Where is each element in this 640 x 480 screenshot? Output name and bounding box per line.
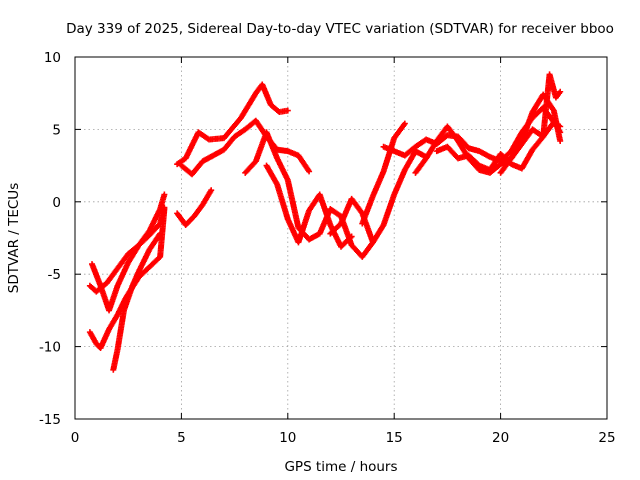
chart-title: Day 339 of 2025, Sidereal Day-to-day VTE… [66, 21, 614, 37]
x-tick-label: 15 [386, 430, 403, 446]
data-point [284, 107, 291, 114]
data-point [157, 230, 164, 237]
y-tick-label: -15 [39, 412, 61, 428]
x-tick-label: 20 [492, 430, 509, 446]
data-point [306, 168, 313, 175]
series-8 [263, 162, 355, 250]
y-tick-label: -5 [48, 267, 61, 283]
data-point [557, 137, 564, 144]
data-point [161, 191, 168, 198]
data-point [557, 88, 564, 95]
series-4 [174, 81, 291, 168]
data-point [401, 120, 408, 127]
series-13 [433, 71, 564, 173]
series-5 [178, 117, 313, 178]
data-point [161, 206, 168, 213]
x-tick-label: 10 [279, 430, 296, 446]
x-axis-label: GPS time / hours [284, 459, 397, 475]
data-point [348, 233, 355, 240]
grid-lines [75, 57, 607, 419]
y-tick-label: -10 [39, 340, 61, 356]
x-tick-label: 5 [177, 430, 186, 446]
series-10 [359, 120, 408, 227]
series-3 [110, 230, 164, 373]
plot-frame [74, 56, 608, 420]
y-tick-label: 5 [52, 122, 61, 138]
data-point [347, 234, 354, 241]
series-14 [497, 91, 564, 176]
series-1 [86, 191, 168, 295]
y-tick-label: 10 [44, 50, 61, 66]
data-points [86, 71, 564, 373]
series-9 [327, 148, 430, 246]
y-tick-label: 0 [52, 195, 61, 211]
x-tick-label: 0 [71, 430, 80, 446]
axis-ticks: 0 5 10 15 20 25 -15 -10 -5 0 5 10 [39, 50, 616, 446]
series-7 [242, 129, 376, 260]
series-6 [174, 187, 215, 228]
y-axis-label: SDTVAR / TECUs [6, 183, 22, 293]
data-point [208, 187, 215, 194]
x-tick-label: 25 [598, 430, 615, 446]
